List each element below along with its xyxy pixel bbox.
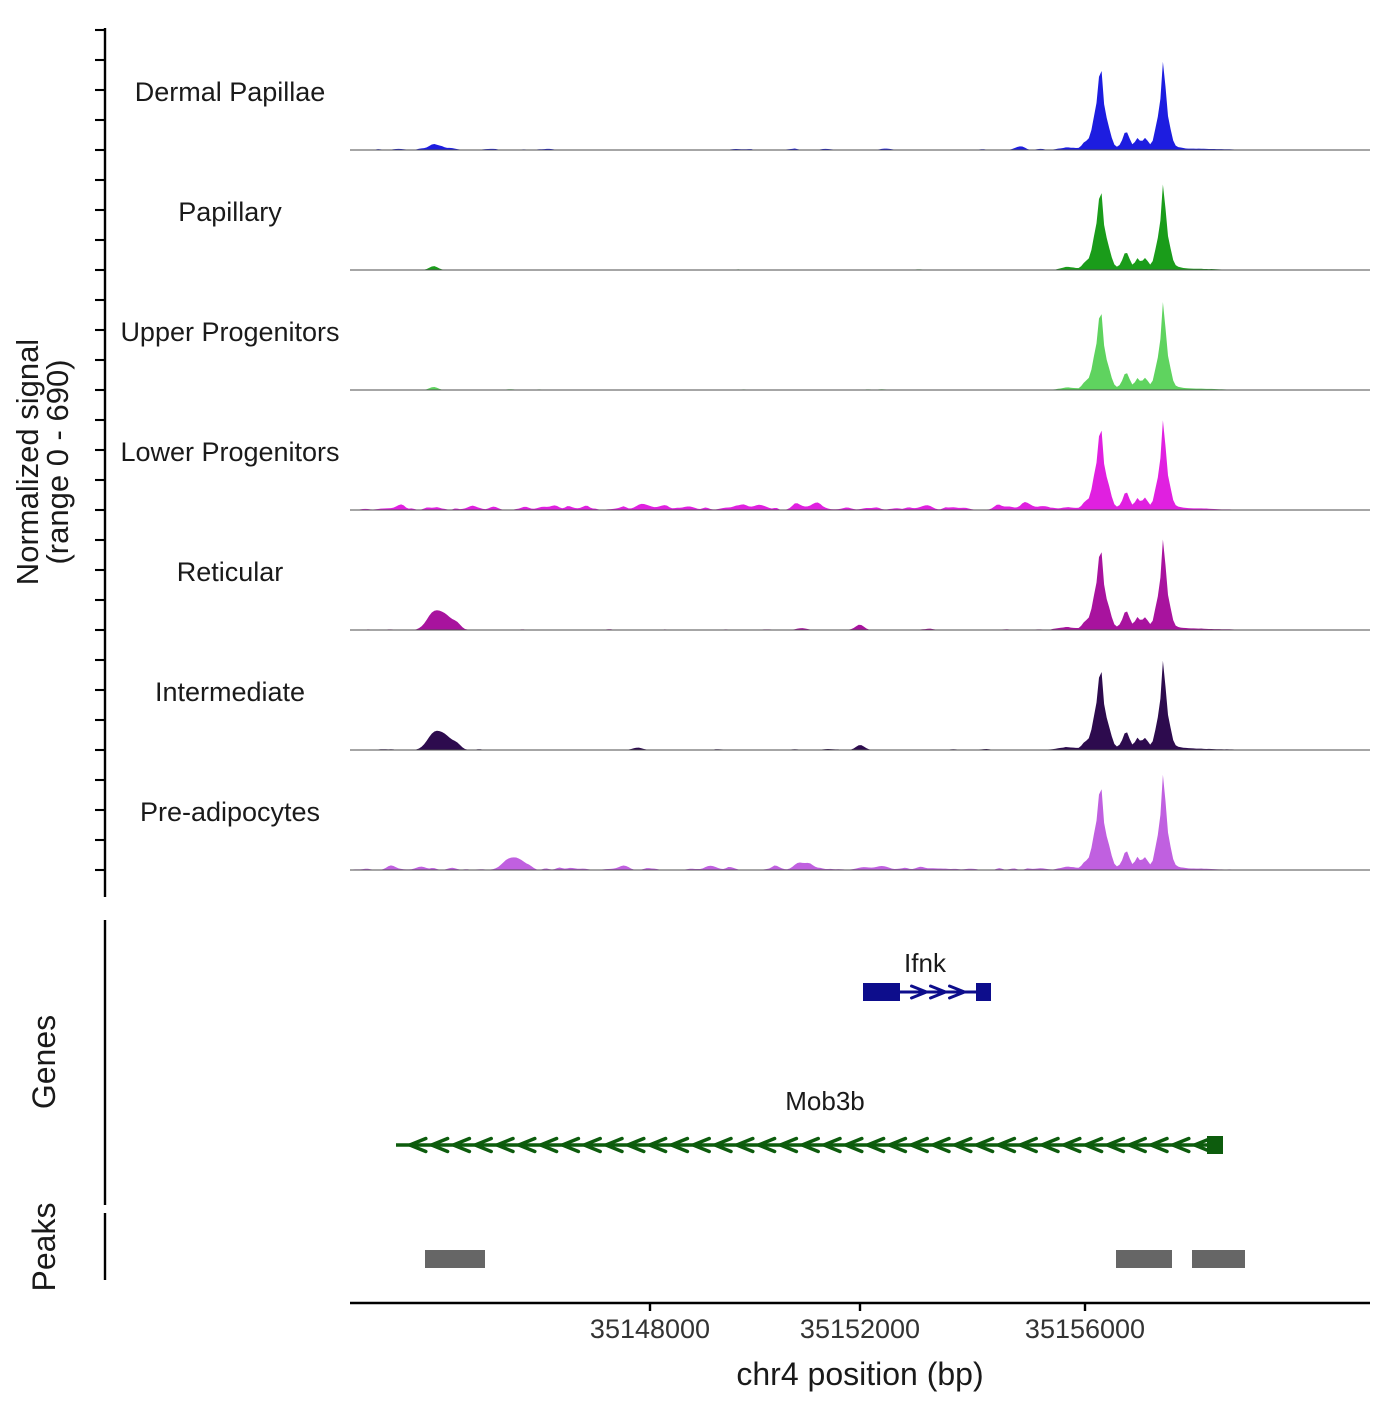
svg-text:Reticular: Reticular: [177, 557, 284, 587]
svg-text:Upper Progenitors: Upper Progenitors: [120, 317, 339, 347]
svg-text:(range 0 - 690): (range 0 - 690): [40, 359, 75, 564]
svg-text:Mob3b: Mob3b: [785, 1086, 865, 1116]
svg-text:Intermediate: Intermediate: [155, 677, 305, 707]
svg-text:Peaks: Peaks: [26, 1203, 62, 1292]
svg-text:35156000: 35156000: [1025, 1314, 1145, 1344]
svg-text:35152000: 35152000: [800, 1314, 920, 1344]
svg-text:Lower Progenitors: Lower Progenitors: [120, 437, 339, 467]
svg-text:Ifnk: Ifnk: [904, 948, 947, 978]
svg-text:chr4 position (bp): chr4 position (bp): [736, 1356, 983, 1392]
svg-text:35148000: 35148000: [590, 1314, 710, 1344]
svg-text:Genes: Genes: [26, 1015, 62, 1109]
svg-text:Pre-adipocytes: Pre-adipocytes: [140, 797, 320, 827]
svg-text:Dermal Papillae: Dermal Papillae: [135, 77, 326, 107]
svg-text:Papillary: Papillary: [178, 197, 282, 227]
